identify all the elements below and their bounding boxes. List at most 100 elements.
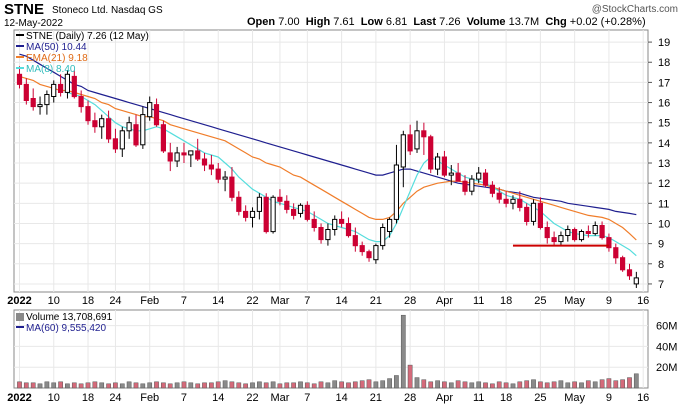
price-tick-label: 12 xyxy=(658,178,670,190)
candle-body xyxy=(530,202,537,222)
volume-bar xyxy=(154,381,159,389)
x-tick-label: 18 xyxy=(500,295,512,307)
candle-body xyxy=(551,237,557,243)
candle-body xyxy=(249,210,256,218)
x-tick-label-bottom: 18 xyxy=(500,392,512,404)
candle-body xyxy=(133,124,139,146)
volume-bar xyxy=(106,383,111,389)
legend-volume: Volume 13,708,691 xyxy=(16,312,112,323)
x-tick-label: Feb xyxy=(140,295,159,307)
volume-bar xyxy=(126,381,132,389)
candle-body xyxy=(195,150,201,160)
x-tick-label-bottom: 14 xyxy=(212,392,224,404)
price-tick-label: 13 xyxy=(658,158,670,170)
volume-bar xyxy=(85,382,91,389)
candle-body xyxy=(23,83,29,102)
symbol: STNE xyxy=(4,1,45,18)
candle-body xyxy=(476,172,482,180)
volume-bar xyxy=(633,373,639,389)
volume-bar xyxy=(318,381,324,389)
x-tick-label-bottom: 7 xyxy=(181,392,187,404)
ma50-swatch-icon xyxy=(16,45,24,47)
candle-body xyxy=(304,204,310,220)
last-label: Last xyxy=(413,16,437,28)
candle-body xyxy=(92,120,98,128)
x-tick-label: 2022 xyxy=(7,295,31,307)
volume-bar xyxy=(167,383,173,389)
volume-bar xyxy=(215,381,221,389)
volume-bar xyxy=(161,382,166,389)
candle-body xyxy=(208,164,215,170)
candle-body xyxy=(85,106,91,122)
x-tick-label: 18 xyxy=(82,295,94,307)
volume-bar xyxy=(140,383,146,389)
volume-bar xyxy=(195,383,201,389)
legend-ema21: EMA(21) 9.18 xyxy=(16,53,149,64)
candle-body xyxy=(270,196,276,233)
volume-bar xyxy=(400,314,406,389)
candle-body xyxy=(387,218,393,232)
candle-body xyxy=(44,94,50,106)
candle-body xyxy=(435,156,441,170)
volume-bar xyxy=(284,382,290,389)
candle-body xyxy=(537,202,543,229)
volume-bar xyxy=(17,381,22,389)
candle-body xyxy=(201,158,208,166)
x-tick-label: Apr xyxy=(436,295,453,307)
candle-body xyxy=(256,196,262,212)
x-tick-label: 14 xyxy=(212,295,224,307)
candle-body xyxy=(167,152,173,162)
volume-label: Volume xyxy=(466,16,506,28)
x-tick-label: 9 xyxy=(606,295,612,307)
volume-bar xyxy=(476,381,482,389)
volume-bar xyxy=(30,382,36,389)
candle-body xyxy=(592,225,598,235)
x-tick-label-bottom: 24 xyxy=(109,392,121,404)
candle-body xyxy=(585,231,591,234)
x-tick-label: 11 xyxy=(473,295,484,307)
volume-bar xyxy=(78,383,84,389)
candle-body xyxy=(112,138,119,150)
candle-body xyxy=(153,104,160,126)
price-legend: STNE (Daily) 7.26 (12 May) MA(50) 10.44 … xyxy=(16,31,149,75)
volume-bar xyxy=(92,381,98,389)
volume-bar xyxy=(352,381,358,389)
volume-bar xyxy=(599,379,605,389)
volume-bar xyxy=(435,380,440,389)
volume-bar xyxy=(585,380,591,389)
volume-bar xyxy=(133,382,139,389)
volume-bar xyxy=(99,382,105,389)
volume-bar xyxy=(346,382,351,389)
volume-bar xyxy=(538,381,543,389)
volume-bar xyxy=(51,382,57,389)
volume-bar xyxy=(592,381,598,389)
candle-body xyxy=(572,229,578,241)
candle-body xyxy=(339,218,345,224)
candle-body xyxy=(626,269,633,277)
candle-body xyxy=(380,227,386,247)
volume-bar xyxy=(332,380,338,389)
price-tick-label: 19 xyxy=(658,37,670,49)
volume-panel xyxy=(13,309,649,389)
quote-summary: Open 7.00 High 7.61 Low 6.81 Last 7.26 V… xyxy=(247,16,646,28)
volume-bar xyxy=(442,381,447,389)
candle-body xyxy=(482,172,489,186)
x-tick-label-bottom: 2022 xyxy=(7,392,31,404)
company-text: Stoneco Ltd. xyxy=(52,5,109,16)
candle-body xyxy=(263,196,269,233)
candle-body xyxy=(448,172,454,176)
candle-body xyxy=(291,208,297,216)
volume-bar xyxy=(229,381,235,389)
legend-ma50: MA(50) 10.44 xyxy=(16,42,149,53)
low-label: Low xyxy=(360,16,383,28)
volume-bar xyxy=(544,382,550,389)
price-tick-label: 8 xyxy=(658,259,664,271)
candle-body xyxy=(311,218,317,228)
volume-bar xyxy=(414,377,420,389)
volume-bar xyxy=(551,381,557,389)
candle-body xyxy=(428,136,434,170)
volume-bar xyxy=(263,382,269,389)
candle-body xyxy=(578,231,585,241)
legend-vol-ma-text: MA(60) 9,555,420 xyxy=(26,323,107,334)
candle-body xyxy=(489,184,495,194)
